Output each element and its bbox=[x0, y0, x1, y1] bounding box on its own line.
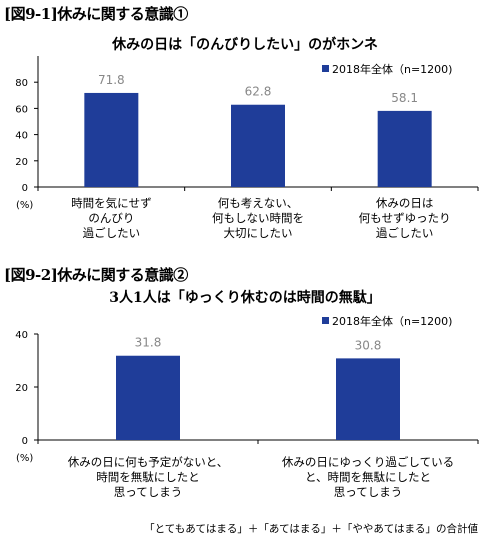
category-label: 休みの日に何も予定がないと、 bbox=[68, 455, 229, 469]
y-tick-label: 0 bbox=[22, 183, 28, 194]
category-label: 大切にしたい bbox=[224, 226, 293, 240]
category-label: 思ってしまう bbox=[334, 485, 402, 499]
footnote: 「とてもあてはまる」＋「あてはまる」＋「ややあてはまる」の合計値 bbox=[144, 523, 478, 535]
y-tick-label: 40 bbox=[15, 131, 28, 142]
bar bbox=[116, 355, 180, 440]
data-label: 62.8 bbox=[245, 85, 272, 99]
category-label: 何もしない時間を bbox=[212, 211, 304, 225]
legend-label: 2018年全体（n=1200) bbox=[332, 314, 452, 328]
bar bbox=[336, 358, 400, 440]
chart-2: 3人1人は「ゆっくり休むのは時間の無駄」 2018年全体（n=1200) 0 20 40… bbox=[15, 289, 479, 499]
category-label: と、時間を無駄にしたと bbox=[305, 470, 431, 484]
legend-label: 2018年全体（n=1200) bbox=[332, 62, 452, 76]
category-label: 何も考えない、 bbox=[218, 196, 299, 210]
bar bbox=[377, 110, 432, 187]
y-tick-label: 40 bbox=[15, 330, 28, 341]
category-label: 休みの日にゆっくり過ごしている bbox=[282, 455, 454, 469]
category-label: 過ごしたい bbox=[83, 226, 141, 240]
category-label: 思ってしまう bbox=[114, 485, 182, 499]
data-label: 58.1 bbox=[391, 91, 418, 105]
figure2-label: [図9-2]休みに関する意識② bbox=[4, 266, 188, 284]
y-tick-label: 80 bbox=[15, 78, 28, 89]
figure1-label: [図9-1]休みに関する意識① bbox=[4, 5, 188, 23]
data-label: 71.8 bbox=[98, 73, 125, 87]
bar bbox=[231, 104, 285, 187]
category-label: 何もせずゆったり bbox=[359, 211, 451, 225]
bar bbox=[84, 92, 139, 187]
legend-swatch bbox=[322, 65, 329, 72]
legend-swatch bbox=[322, 317, 329, 324]
y-tick-label: 0 bbox=[22, 436, 28, 447]
category-label: 休みの日は bbox=[376, 196, 434, 210]
y-tick-label: 20 bbox=[15, 383, 28, 394]
category-label: 時間を無駄にしたと bbox=[96, 470, 200, 484]
chart-1: 休みの日は「のんびりしたい」のがホンネ 2018年全体（n=1200) 0 20 40 6… bbox=[15, 36, 479, 240]
data-label: 30.8 bbox=[355, 338, 382, 352]
category-label: 時間を気にせず bbox=[71, 196, 152, 210]
y-tick-label: 60 bbox=[15, 104, 28, 115]
category-label: 過ごしたい bbox=[376, 226, 434, 240]
category-label: のんびり bbox=[88, 211, 134, 225]
y-tick-label: 20 bbox=[15, 157, 28, 168]
y-unit-label: (%) bbox=[16, 453, 33, 464]
chart-title: 休みの日は「のんびりしたい」のがホンネ bbox=[111, 36, 378, 53]
data-label: 31.8 bbox=[135, 336, 162, 350]
chart-title: 3人1人は「ゆっくり休むのは時間の無駄」 bbox=[109, 289, 380, 306]
y-unit-label: (%) bbox=[16, 200, 33, 211]
